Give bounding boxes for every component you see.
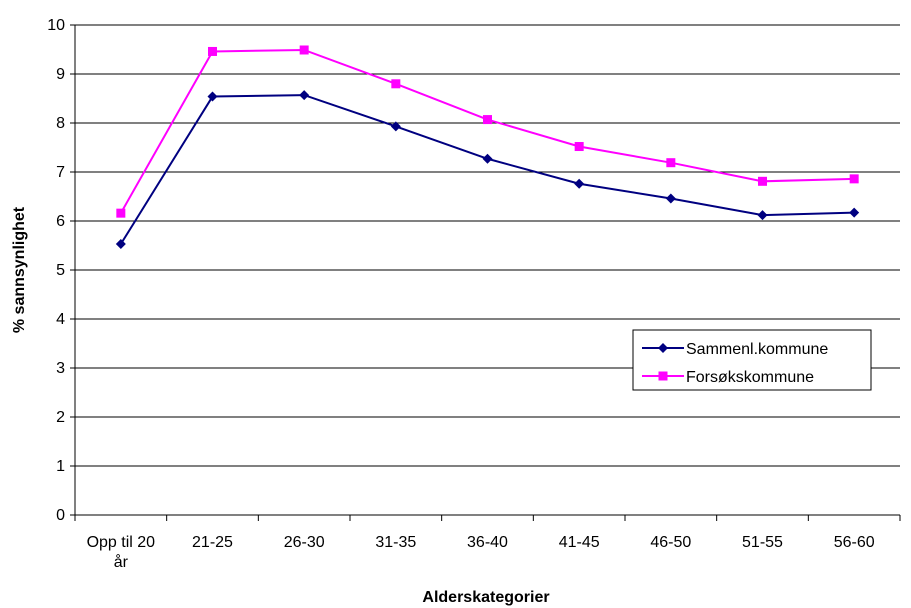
y-tick-labels: 0 1 2 3 4 5 6 7 8 9 10	[47, 17, 65, 524]
x-tick-label: 41-45	[559, 534, 600, 551]
y-tick-label: 7	[56, 164, 65, 181]
data-point	[391, 79, 401, 89]
data-point	[666, 158, 676, 168]
data-point	[758, 176, 767, 186]
data-point	[208, 46, 217, 56]
legend-marker	[658, 343, 668, 353]
gridlines	[75, 24, 900, 467]
data-point	[482, 153, 493, 164]
x-tick-label: 46-50	[650, 534, 691, 551]
y-tick-label: 10	[47, 17, 65, 34]
data-point	[574, 142, 584, 152]
x-tick-label: 21-25	[192, 534, 233, 551]
data-point	[757, 210, 768, 221]
legend: Sammenl.kommune Forsøkskommune	[632, 329, 872, 391]
x-tick-label: 56-60	[834, 534, 875, 551]
y-tick-label: 2	[56, 409, 65, 426]
data-point	[299, 45, 309, 55]
y-axis-title: % sannsynlighet	[11, 206, 28, 333]
axes	[70, 24, 901, 521]
x-tick-label: 51-55	[742, 534, 783, 551]
x-axis-title: Alderskategorier	[422, 589, 549, 606]
data-point	[574, 178, 585, 189]
data-point	[390, 121, 401, 132]
y-tick-label: 4	[56, 311, 65, 328]
legend-box	[632, 329, 872, 391]
data-point	[849, 207, 860, 218]
data-point	[299, 90, 310, 101]
y-tick-label: 6	[56, 213, 65, 230]
x-tick-label: 26-30	[284, 534, 325, 551]
legend-marker	[658, 371, 668, 381]
y-tick-label: 8	[56, 115, 65, 132]
y-tick-label: 9	[56, 66, 65, 83]
legend-label: Sammenl.kommune	[686, 341, 828, 358]
x-tick-label: 31-35	[375, 534, 416, 551]
data-point	[116, 208, 126, 218]
y-tick-label: 3	[56, 360, 65, 377]
data-point	[849, 174, 859, 184]
y-tick-label: 5	[56, 262, 65, 279]
data-point	[483, 115, 492, 125]
x-tick-label: 36-40	[467, 534, 508, 551]
x-tick-labels: Opp til 20 år 21-25 26-30 31-35 36-40 41-45 46-…	[87, 534, 875, 571]
series-lines	[115, 45, 860, 250]
x-tick-label: Opp til 20 år	[87, 534, 156, 571]
data-point	[207, 91, 218, 102]
data-point	[665, 193, 676, 204]
y-tick-label: 1	[56, 458, 65, 475]
data-point	[115, 239, 126, 250]
y-tick-label: 0	[56, 507, 65, 524]
legend-label: Forsøkskommune	[686, 369, 814, 386]
